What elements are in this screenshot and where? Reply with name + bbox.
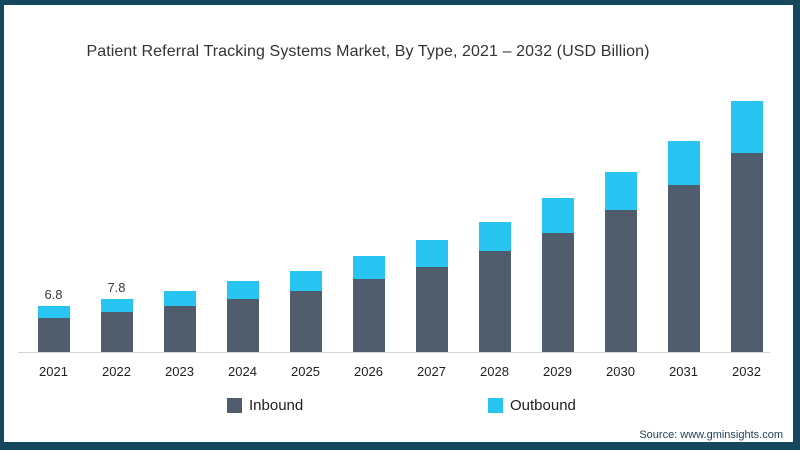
- stacked-bar: [37, 306, 70, 352]
- x-axis-line: [18, 352, 770, 353]
- source-attribution: Source: www.gminsights.com: [639, 429, 783, 441]
- outbound-swatch: [488, 398, 503, 413]
- x-labels: 2021 2022 2023 2024 2025 2026 2027 2028 2029 2030…: [22, 364, 778, 379]
- bar-column: [211, 281, 274, 352]
- x-axis-label: 2023: [165, 364, 194, 379]
- legend-label-outbound: Outbound: [510, 397, 576, 414]
- inbound-segment: [667, 185, 700, 352]
- inbound-segment: [415, 267, 448, 352]
- stacked-bar: [667, 141, 700, 352]
- inbound-segment: [289, 291, 322, 352]
- stacked-bar: [163, 291, 196, 352]
- bar-column: 7.8: [85, 280, 148, 352]
- inbound-segment: [604, 210, 637, 352]
- outbound-segment: [415, 240, 448, 267]
- inbound-swatch: [227, 398, 242, 413]
- stacked-bar: [226, 281, 259, 352]
- stacked-bar: [541, 198, 574, 352]
- bar-column: [400, 240, 463, 352]
- stacked-bar: [604, 172, 637, 352]
- outbound-segment: [352, 256, 385, 279]
- bar-column: [274, 271, 337, 352]
- x-axis-label: 2026: [354, 364, 383, 379]
- outbound-segment: [667, 141, 700, 185]
- outbound-segment: [100, 299, 133, 312]
- outbound-segment: [226, 281, 259, 299]
- inbound-segment: [478, 251, 511, 352]
- x-axis-label: 2029: [543, 364, 572, 379]
- outbound-segment: [730, 101, 763, 153]
- x-axis-label: 2021: [39, 364, 68, 379]
- inbound-segment: [541, 233, 574, 352]
- bar-column: [526, 198, 589, 352]
- x-axis-label: 2028: [480, 364, 509, 379]
- outbound-segment: [289, 271, 322, 291]
- outbound-segment: [478, 222, 511, 251]
- inbound-segment: [226, 299, 259, 352]
- x-axis-label: 2032: [732, 364, 761, 379]
- inbound-segment: [37, 318, 70, 352]
- stacked-bar: [730, 101, 763, 352]
- legend-label-inbound: Inbound: [249, 397, 304, 414]
- x-axis-label: 2031: [669, 364, 698, 379]
- outbound-segment: [37, 306, 70, 318]
- inbound-segment: [163, 306, 196, 352]
- x-axis-label: 2024: [228, 364, 257, 379]
- bar-column: [589, 172, 652, 352]
- x-axis-label: 2027: [417, 364, 446, 379]
- bar-column: 6.8: [22, 287, 85, 352]
- x-axis-label: 2030: [606, 364, 635, 379]
- bar-column: [337, 256, 400, 352]
- legend-item-outbound: Outbound: [488, 397, 576, 414]
- stacked-bar: [289, 271, 322, 352]
- inbound-segment: [730, 153, 763, 352]
- stacked-bar: [100, 299, 133, 352]
- x-axis-label: 2025: [291, 364, 320, 379]
- bar-column: [148, 291, 211, 352]
- stacked-bar: [352, 256, 385, 352]
- bar-value-label: 7.8: [107, 280, 126, 295]
- bar-column: [715, 101, 778, 352]
- bar-column: [463, 222, 526, 352]
- bars-container: 6.8 7.8: [22, 101, 778, 352]
- inbound-segment: [352, 279, 385, 352]
- inbound-segment: [100, 312, 133, 352]
- outbound-segment: [604, 172, 637, 210]
- stacked-bar: [478, 222, 511, 352]
- stacked-bar: [415, 240, 448, 352]
- bar-column: [652, 141, 715, 352]
- bar-value-label: 6.8: [44, 287, 63, 302]
- x-axis-label: 2022: [102, 364, 131, 379]
- outbound-segment: [541, 198, 574, 233]
- chart-title: Patient Referral Tracking Systems Market…: [86, 43, 650, 60]
- outbound-segment: [163, 291, 196, 306]
- legend-item-inbound: Inbound: [227, 397, 303, 414]
